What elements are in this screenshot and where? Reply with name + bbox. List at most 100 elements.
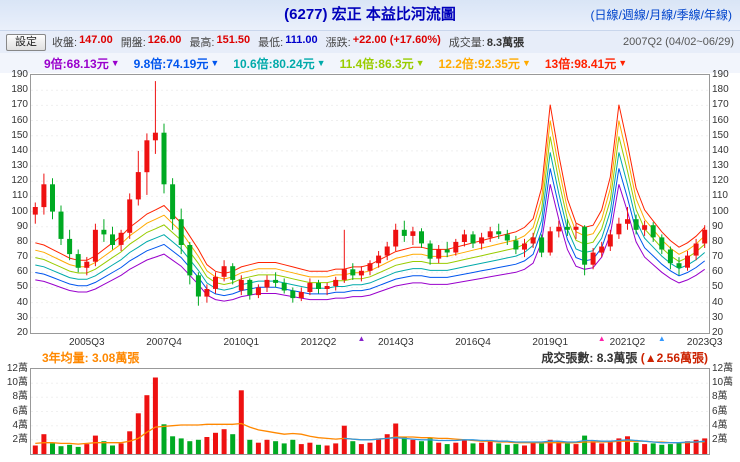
candle-body	[32, 207, 38, 215]
price-ytick-right: 110	[712, 190, 728, 202]
volume-bar	[504, 444, 510, 454]
field-label: 最高:	[189, 37, 215, 49]
quote-field-3: 最低: 111.00	[258, 34, 318, 50]
volume-bars	[32, 377, 708, 454]
period-links: (日線/週線/月線/季線/年線)	[591, 0, 732, 30]
volume-bar	[393, 423, 399, 454]
volume-bar	[75, 446, 81, 454]
volume-ytick-left: 8萬	[12, 391, 28, 403]
volume-bar	[685, 441, 690, 454]
candle-body	[573, 226, 579, 230]
volume-bar	[187, 441, 193, 454]
price-ytick-right: 40	[712, 296, 724, 308]
candle-body	[67, 238, 73, 255]
volume-ytick-right: 2萬	[712, 433, 728, 445]
candle-body	[204, 289, 210, 297]
candle-body	[290, 290, 296, 299]
pe-legend-item-0: 9倍:68.13元 ▼	[44, 55, 120, 72]
volume-bar	[350, 441, 356, 454]
pe-legend-label: 10.6倍:80.24元	[233, 56, 315, 71]
settings-button[interactable]: 設定	[6, 33, 46, 51]
triangle-down-icon: ▼	[521, 58, 531, 68]
axis-marker-icon-2: ▲	[657, 334, 666, 343]
volume-bar	[298, 444, 304, 454]
price-chart-svg[interactable]	[31, 75, 709, 333]
volume-count-label: 成交張數: 8.3萬張 (▲2.56萬張)	[541, 349, 708, 366]
candle-body	[693, 243, 699, 256]
volume-bar	[316, 444, 321, 454]
period-link-1[interactable]: 週線	[621, 8, 646, 22]
candle-body	[264, 279, 270, 288]
volume-bar	[101, 441, 107, 454]
volume-bar	[118, 443, 124, 454]
volume-bar	[401, 437, 407, 454]
volume-bar	[607, 441, 613, 454]
price-ytick-right: 160	[712, 114, 729, 126]
candle-body	[101, 229, 107, 235]
volume-secondary-line	[344, 437, 705, 444]
volume-bar	[556, 441, 562, 454]
candle-body	[461, 234, 467, 242]
period-link-3[interactable]: 季線	[676, 8, 701, 22]
pe-legend-label: 13倍:98.41元	[544, 56, 617, 71]
price-xtick-3: 2012Q2	[300, 337, 337, 348]
candle-body	[58, 211, 64, 239]
price-ytick-right: 170	[712, 99, 729, 111]
volume-bar	[67, 444, 73, 454]
candle-body	[307, 282, 313, 292]
volume-bar	[152, 377, 158, 454]
candle-body	[659, 237, 665, 250]
price-xtick-4: 2014Q3	[377, 337, 414, 348]
quote-field-2: 最高: 151.50	[189, 34, 250, 50]
candle-body	[161, 132, 167, 185]
period-link-4[interactable]: 年線	[703, 8, 728, 22]
volume-chart-frame[interactable]	[30, 368, 710, 455]
toolbar: 設定 收盤: 147.00 開盤: 126.00 最高: 151.50 最低: 111.00 漲…	[0, 31, 740, 53]
volume-bar	[247, 439, 253, 454]
price-ytick-left: 190	[11, 69, 28, 80]
candle-body	[187, 245, 193, 276]
volume-bar	[264, 439, 270, 454]
axis-marker-icon-1: ▲	[597, 334, 606, 343]
period-separator: /	[673, 8, 677, 22]
price-chart-frame[interactable]	[30, 74, 710, 334]
candle-body	[324, 286, 330, 289]
price-ytick-left: 130	[11, 160, 28, 172]
quote-field-5: 成交量: 8.3萬張	[449, 34, 524, 50]
pe-legend-label: 12.2倍:92.35元	[438, 56, 520, 71]
volume-ytick-right: 4萬	[712, 419, 728, 431]
candle-body	[178, 219, 184, 245]
volume-bar	[616, 438, 622, 454]
volume-bar	[161, 424, 167, 454]
price-ytick-left: 80	[16, 235, 28, 247]
volume-bar	[599, 443, 605, 454]
period-link-2[interactable]: 月線	[649, 8, 674, 22]
volume-bar	[625, 436, 630, 454]
volume-chart-svg[interactable]	[31, 369, 709, 454]
price-ytick-right: 100	[712, 205, 729, 217]
field-label: 開盤:	[120, 37, 146, 49]
volume-bar	[41, 434, 47, 454]
period-link-0[interactable]: 日線	[594, 8, 619, 22]
price-ytick-right: 50	[712, 281, 724, 293]
price-xtick-7: 2021Q2	[609, 337, 646, 348]
field-value: 111.00	[285, 34, 318, 46]
candle-body	[427, 243, 433, 259]
volume-bar	[453, 442, 459, 454]
volume-bar	[479, 442, 485, 454]
price-ytick-right: 150	[712, 129, 729, 141]
price-ytick-left: 70	[16, 251, 28, 263]
candle-body	[238, 279, 244, 291]
field-value: 147.00	[79, 34, 113, 46]
volume-avg-label: 3年均量: 3.08萬張	[42, 351, 140, 365]
candle-body	[625, 219, 630, 224]
candle-body	[582, 226, 588, 265]
volume-bar	[273, 441, 279, 454]
price-xtick-6: 2019Q1	[532, 337, 569, 348]
candle-body	[221, 266, 227, 277]
pe-legend-label: 11.4倍:86.3元	[339, 56, 414, 71]
price-ytick-left: 160	[11, 114, 28, 126]
paren-open-text: (	[590, 8, 595, 22]
volume-bar	[110, 445, 115, 454]
volume-bar	[427, 438, 433, 454]
